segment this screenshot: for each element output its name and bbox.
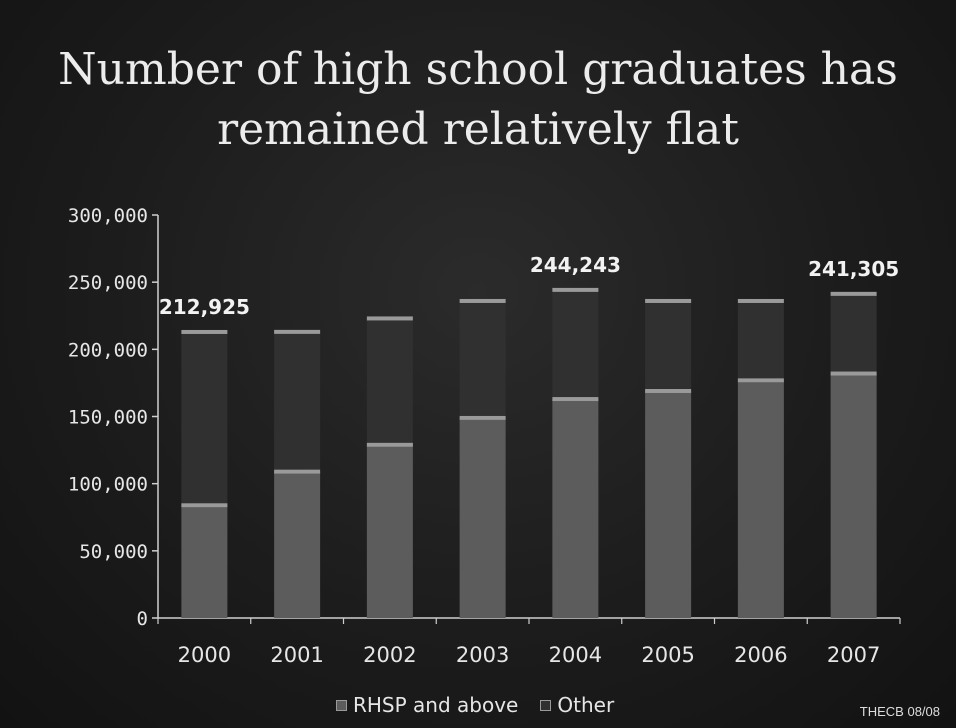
legend-item-rhsp: RHSP and above (336, 693, 518, 717)
bar-rhsp-2004 (552, 399, 599, 618)
bar-rhsp-2005 (645, 390, 692, 618)
bar-rhsp-2007 (830, 373, 877, 618)
chart-title: Number of high school graduates has rema… (0, 40, 956, 160)
bar-other-2006 (737, 300, 784, 379)
x-tick-label: 2003 (456, 643, 509, 667)
data-label-2007: 241,305 (808, 257, 899, 281)
bar-rhsp-2000 (181, 505, 228, 618)
bar-other-2007 (830, 293, 877, 372)
bar-other-2003 (459, 300, 506, 416)
bar-other-2001 (274, 331, 321, 470)
legend-label-rhsp: RHSP and above (353, 693, 519, 717)
bar-rhsp-top-2007 (830, 371, 877, 376)
bar-other-top-2005 (645, 298, 692, 303)
chart-legend: RHSP and above Other (336, 690, 614, 720)
bar-other-2005 (645, 300, 692, 389)
legend-item-other: Other (540, 693, 614, 717)
title-line-1: Number of high school graduates has (58, 44, 898, 95)
bar-rhsp-2006 (737, 380, 784, 618)
bar-other-2000 (181, 331, 228, 504)
bar-rhsp-2001 (274, 471, 321, 618)
bar-other-top-2003 (459, 298, 506, 303)
x-tick-label: 2004 (549, 643, 602, 667)
y-tick-label: 250,000 (68, 272, 148, 294)
y-tick-label: 300,000 (68, 205, 148, 227)
bar-rhsp-top-2003 (459, 415, 506, 420)
legend-swatch-other (540, 699, 552, 711)
bar-other-top-2002 (366, 316, 413, 321)
y-tick-label: 50,000 (79, 541, 148, 563)
bar-rhsp-top-2001 (274, 469, 321, 474)
bar-rhsp-top-2002 (366, 442, 413, 447)
x-tick-label: 2005 (641, 643, 694, 667)
y-tick-label: 150,000 (68, 407, 148, 429)
data-label-2000: 212,925 (159, 295, 250, 319)
y-tick-label: 200,000 (68, 339, 148, 361)
y-tick-label: 0 (137, 608, 148, 630)
legend-swatch-rhsp (336, 699, 347, 711)
bar-rhsp-top-2000 (181, 503, 228, 508)
bar-other-top-2007 (830, 291, 877, 296)
bar-other-top-2006 (737, 298, 784, 303)
bar-other-2004 (552, 289, 599, 398)
bar-rhsp-top-2004 (552, 397, 599, 402)
x-tick-label: 2000 (178, 643, 231, 667)
x-tick-label: 2006 (734, 643, 787, 667)
source-footer: THECB 08/08 (859, 704, 940, 719)
x-tick-label: 2001 (270, 643, 323, 667)
bar-other-2002 (366, 318, 413, 443)
y-tick-label: 100,000 (68, 474, 148, 496)
bar-other-top-2000 (181, 329, 228, 334)
data-label-2004: 244,243 (530, 253, 621, 277)
bar-rhsp-top-2005 (645, 388, 692, 393)
x-tick-label: 2007 (827, 643, 880, 667)
bar-rhsp-top-2006 (737, 378, 784, 383)
bar-other-top-2001 (274, 329, 321, 334)
bar-rhsp-2003 (459, 417, 506, 618)
title-line-2: remained relatively flat (217, 104, 739, 155)
bar-other-top-2004 (552, 287, 599, 292)
bar-rhsp-2002 (366, 444, 413, 618)
x-tick-label: 2002 (363, 643, 416, 667)
legend-label-other: Other (557, 693, 615, 717)
